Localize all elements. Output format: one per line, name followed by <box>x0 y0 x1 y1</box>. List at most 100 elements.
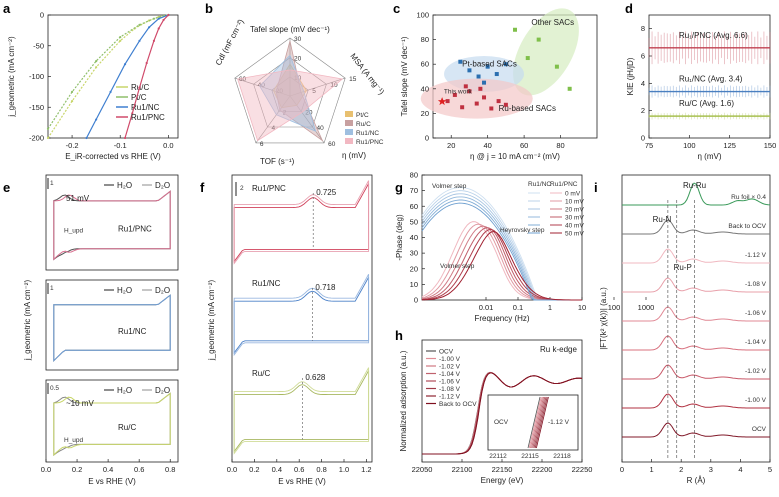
x-axis-label: E vs RHE (V) <box>88 477 136 486</box>
x-tick-label: 0.0 <box>41 465 51 474</box>
y-axis-label: Tafel slope (mV dec⁻¹) <box>400 36 409 116</box>
x-tick-label: 22250 <box>572 465 593 474</box>
panel-label-g: g <box>395 180 403 195</box>
cv-curve <box>233 367 370 455</box>
data-point <box>95 118 98 121</box>
y-tick-label: 60 <box>410 202 418 211</box>
legend-label: Ru1/NC <box>131 103 160 112</box>
data-point <box>152 17 156 20</box>
data-point <box>162 18 165 22</box>
x-tick-label: 0.0 <box>163 141 173 150</box>
y-tick-label: -50 <box>33 41 44 50</box>
data-point <box>494 72 499 77</box>
x-tick-label: 0.4 <box>272 465 282 474</box>
x-tick-label: 1000 <box>638 303 655 312</box>
data-point <box>138 23 141 26</box>
x-tick-label: 22200 <box>532 465 553 474</box>
data-point <box>503 102 508 107</box>
panel-label-b: b <box>205 1 213 16</box>
x-tick-label: 1 <box>650 465 654 474</box>
legend-header: Ru1/PNC <box>550 181 578 188</box>
ft-curve <box>622 277 770 293</box>
data-point <box>131 112 134 115</box>
legend-label: Ru/C <box>356 121 371 128</box>
inset-label: OCV <box>494 419 509 426</box>
data-point <box>95 60 98 63</box>
x-tick-label: 10 <box>578 303 586 312</box>
series-line-Pt/C <box>47 14 169 130</box>
data-point <box>70 100 74 103</box>
series-label: Ru₁/NC (Avg. 3.4) <box>679 75 743 84</box>
y-tick-label: 80 <box>421 35 429 44</box>
legend-label: -1.04 V <box>439 371 461 378</box>
y-tick-label: 10 <box>410 280 418 289</box>
y-tick-label: 6 <box>641 52 645 61</box>
y-axis-label: j_geometric (mA cm⁻²) <box>23 280 32 362</box>
y-tick-label: 30 <box>410 249 418 258</box>
x-tick-label: 22150 <box>492 465 513 474</box>
radar-tick: 40 <box>317 125 325 132</box>
annotation-this-work: This work <box>444 89 473 96</box>
legend-label: -1.02 V <box>439 364 461 371</box>
x-tick-label: 100 <box>683 141 696 150</box>
legend-swatch <box>345 120 353 126</box>
data-point <box>157 27 160 30</box>
radar-spoke <box>234 77 291 97</box>
y-tick-label: -150 <box>29 103 44 112</box>
data-point <box>138 39 141 42</box>
legend-label: -1.00 V <box>439 356 461 363</box>
trace-label: -1.08 V <box>745 281 767 288</box>
x-tick-label: 1 <box>548 303 552 312</box>
data-point <box>95 66 98 69</box>
y-tick-label: 70 <box>410 186 418 195</box>
legend-label: -1.06 V <box>439 379 461 386</box>
y-tick-label: 0 <box>40 11 44 20</box>
legend-label: D₂O <box>155 181 170 190</box>
y-axis-label: j_geometric (mA cm⁻²) <box>7 36 16 118</box>
data-point <box>46 136 50 140</box>
group-label: Pt-based SACs <box>462 60 517 69</box>
trace-label: OCV <box>752 426 767 433</box>
x-tick-label: 0.2 <box>72 465 82 474</box>
x-axis-label: E_iR-corrected vs RHE (V) <box>65 152 161 161</box>
x-tick-label: 0.2 <box>249 465 259 474</box>
legend-label: 20 mV <box>565 207 584 214</box>
legend-label: 0 mV <box>565 191 581 198</box>
radar-tick: 5 <box>312 88 316 95</box>
data-point <box>85 136 88 140</box>
panel-label-h: h <box>395 328 403 343</box>
panel-f-axes <box>231 174 373 463</box>
legend-label: -1.12 V <box>439 394 461 401</box>
data-point <box>70 90 74 93</box>
cv-curve <box>233 276 370 355</box>
x-tick-label: 60 <box>520 141 528 150</box>
series-label: Ru₁/PNC (Avg. 6.6) <box>679 31 748 40</box>
radar-tick: 30 <box>294 36 302 43</box>
x-tick-label: 3 <box>709 465 713 474</box>
panel-label-i: i <box>594 180 598 195</box>
x-tick-label: 4 <box>738 465 742 474</box>
data-point <box>482 80 487 85</box>
radar-axis-label: Tafel slope (mV dec⁻¹) <box>250 25 330 34</box>
data-point <box>525 56 530 61</box>
cv-curve <box>53 392 171 457</box>
trace-label: -1.00 V <box>745 397 767 404</box>
data-point <box>138 86 141 89</box>
panel-i-axes <box>621 174 771 463</box>
data-point <box>482 95 487 100</box>
phase-curve-ru1-pnc <box>422 230 582 301</box>
subpanel-name: Ru1/NC <box>118 327 147 336</box>
data-point <box>452 92 457 97</box>
data-point <box>157 17 160 20</box>
cv-curve <box>233 180 370 265</box>
y-tick-label: 4 <box>641 79 645 88</box>
cv-curve <box>233 183 370 263</box>
this-work-marker <box>437 97 447 106</box>
data-point <box>554 64 559 69</box>
chart-title: Ru k-edge <box>540 345 577 354</box>
inset-curve <box>536 396 549 449</box>
panel-c-axes <box>432 14 598 139</box>
data-point <box>109 90 112 93</box>
data-point <box>467 68 472 73</box>
annotation-volmer: Volmer step <box>432 183 467 190</box>
